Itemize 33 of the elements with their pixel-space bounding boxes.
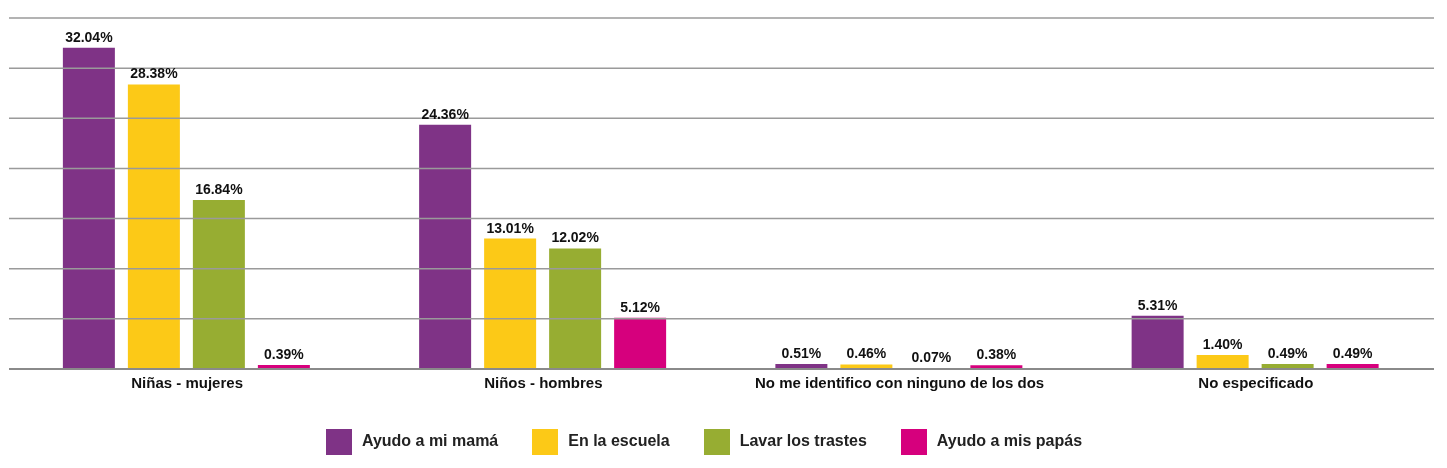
data-label: 5.12% bbox=[620, 298, 661, 315]
data-label: 0.49% bbox=[1267, 345, 1309, 362]
data-label: 13.01% bbox=[486, 219, 535, 236]
bar bbox=[549, 248, 602, 369]
x-tick-label: No especificado bbox=[1198, 373, 1314, 391]
bar bbox=[1196, 354, 1249, 369]
data-label: 12.02% bbox=[551, 229, 600, 246]
legend-label: Lavar los trastes bbox=[739, 432, 867, 450]
x-tick-label: Niñas - mujeres bbox=[131, 373, 243, 391]
data-label: 0.46% bbox=[846, 345, 887, 362]
bar bbox=[484, 238, 537, 369]
data-label: 28.38% bbox=[130, 65, 179, 82]
legend-label: En la escuela bbox=[568, 432, 670, 450]
bar bbox=[1131, 315, 1184, 369]
data-label: 0.51% bbox=[781, 344, 822, 361]
data-label: 0.39% bbox=[264, 346, 305, 363]
data-label: 32.04% bbox=[65, 28, 114, 45]
data-label: 0.07% bbox=[911, 349, 952, 366]
x-tick-label: No me identifico con ninguno de los dos bbox=[755, 373, 1045, 391]
data-label: 5.31% bbox=[1137, 296, 1179, 313]
data-label: 0.49% bbox=[1332, 345, 1374, 362]
bar bbox=[192, 200, 245, 369]
legend-label: Ayudo a mi mamá bbox=[361, 432, 499, 450]
bar bbox=[419, 124, 472, 369]
bar bbox=[127, 84, 180, 369]
data-label: 24.36% bbox=[421, 105, 470, 122]
bar bbox=[614, 317, 667, 369]
legend-label: Ayudo a mis papás bbox=[936, 432, 1083, 450]
data-label: 0.38% bbox=[976, 346, 1017, 363]
data-label: 16.84% bbox=[195, 181, 244, 198]
x-tick-label: Niños - hombres bbox=[484, 373, 603, 391]
bar bbox=[62, 47, 115, 369]
data-label: 1.40% bbox=[1202, 335, 1244, 352]
